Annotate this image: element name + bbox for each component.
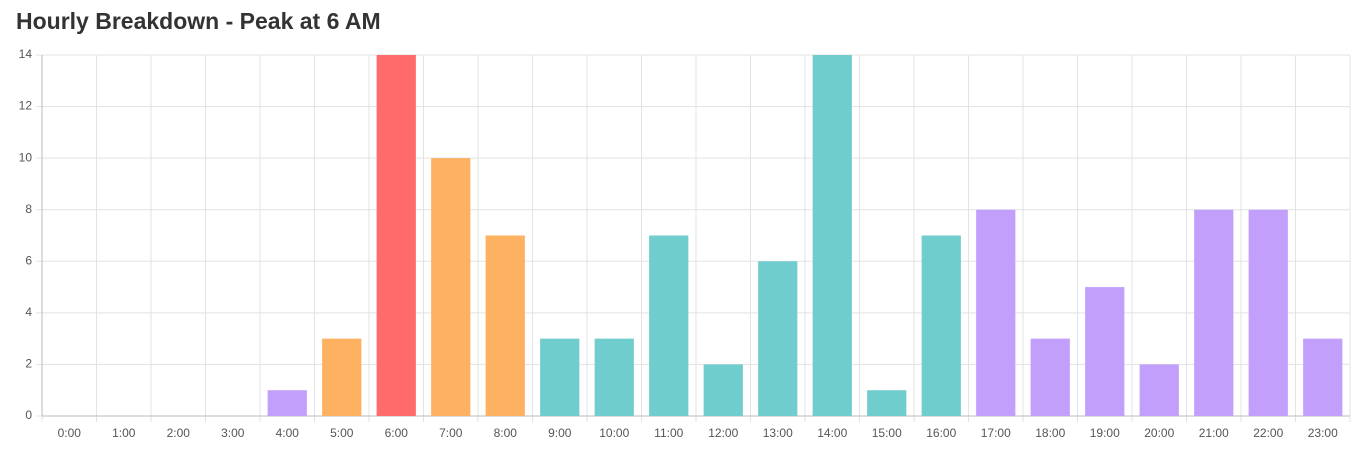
bar	[1303, 338, 1343, 416]
bar	[1248, 209, 1288, 416]
bar	[376, 55, 416, 416]
x-tick-label: 15:00	[872, 426, 902, 440]
x-tick-label: 4:00	[276, 426, 300, 440]
chart-title: Hourly Breakdown - Peak at 6 AM	[16, 8, 381, 34]
y-tick-label: 14	[19, 47, 33, 61]
x-tick-label: 18:00	[1035, 426, 1065, 440]
bar	[322, 338, 362, 416]
x-tick-label: 16:00	[926, 426, 956, 440]
bar	[594, 338, 634, 416]
bar	[867, 390, 907, 416]
bar	[976, 209, 1016, 416]
y-tick-label: 2	[25, 357, 32, 371]
x-tick-label: 3:00	[221, 426, 245, 440]
bar	[431, 158, 471, 416]
x-tick-label: 23:00	[1308, 426, 1338, 440]
x-tick-label: 2:00	[167, 426, 191, 440]
x-tick-label: 21:00	[1199, 426, 1229, 440]
bar	[1139, 364, 1179, 416]
x-tick-label: 6:00	[385, 426, 409, 440]
y-tick-label: 0	[25, 408, 32, 422]
x-tick-label: 11:00	[654, 426, 683, 440]
x-tick-label: 10:00	[599, 426, 629, 440]
x-tick-label: 19:00	[1090, 426, 1120, 440]
y-tick-label: 4	[25, 305, 32, 319]
x-tick-label: 8:00	[494, 426, 518, 440]
x-tick-label: 7:00	[439, 426, 463, 440]
y-tick-label: 8	[25, 202, 32, 216]
y-tick-label: 10	[19, 150, 33, 164]
bar	[485, 235, 525, 416]
bar	[758, 261, 798, 416]
y-tick-label: 6	[25, 253, 32, 267]
bar	[540, 338, 580, 416]
bar	[812, 55, 852, 416]
bar	[649, 235, 689, 416]
x-tick-label: 12:00	[708, 426, 738, 440]
x-tick-label: 22:00	[1253, 426, 1283, 440]
x-tick-label: 14:00	[817, 426, 847, 440]
bar	[703, 364, 743, 416]
bar	[1085, 287, 1125, 416]
x-tick-label: 17:00	[981, 426, 1011, 440]
x-tick-label: 20:00	[1144, 426, 1174, 440]
bar	[921, 235, 961, 416]
x-tick-label: 1:00	[112, 426, 136, 440]
x-tick-label: 9:00	[548, 426, 572, 440]
x-tick-label: 5:00	[330, 426, 354, 440]
x-tick-label: 0:00	[58, 426, 82, 440]
bar	[1194, 209, 1234, 416]
y-tick-label: 12	[19, 99, 33, 113]
bar	[267, 390, 307, 416]
bar	[1030, 338, 1070, 416]
x-tick-label: 13:00	[763, 426, 793, 440]
